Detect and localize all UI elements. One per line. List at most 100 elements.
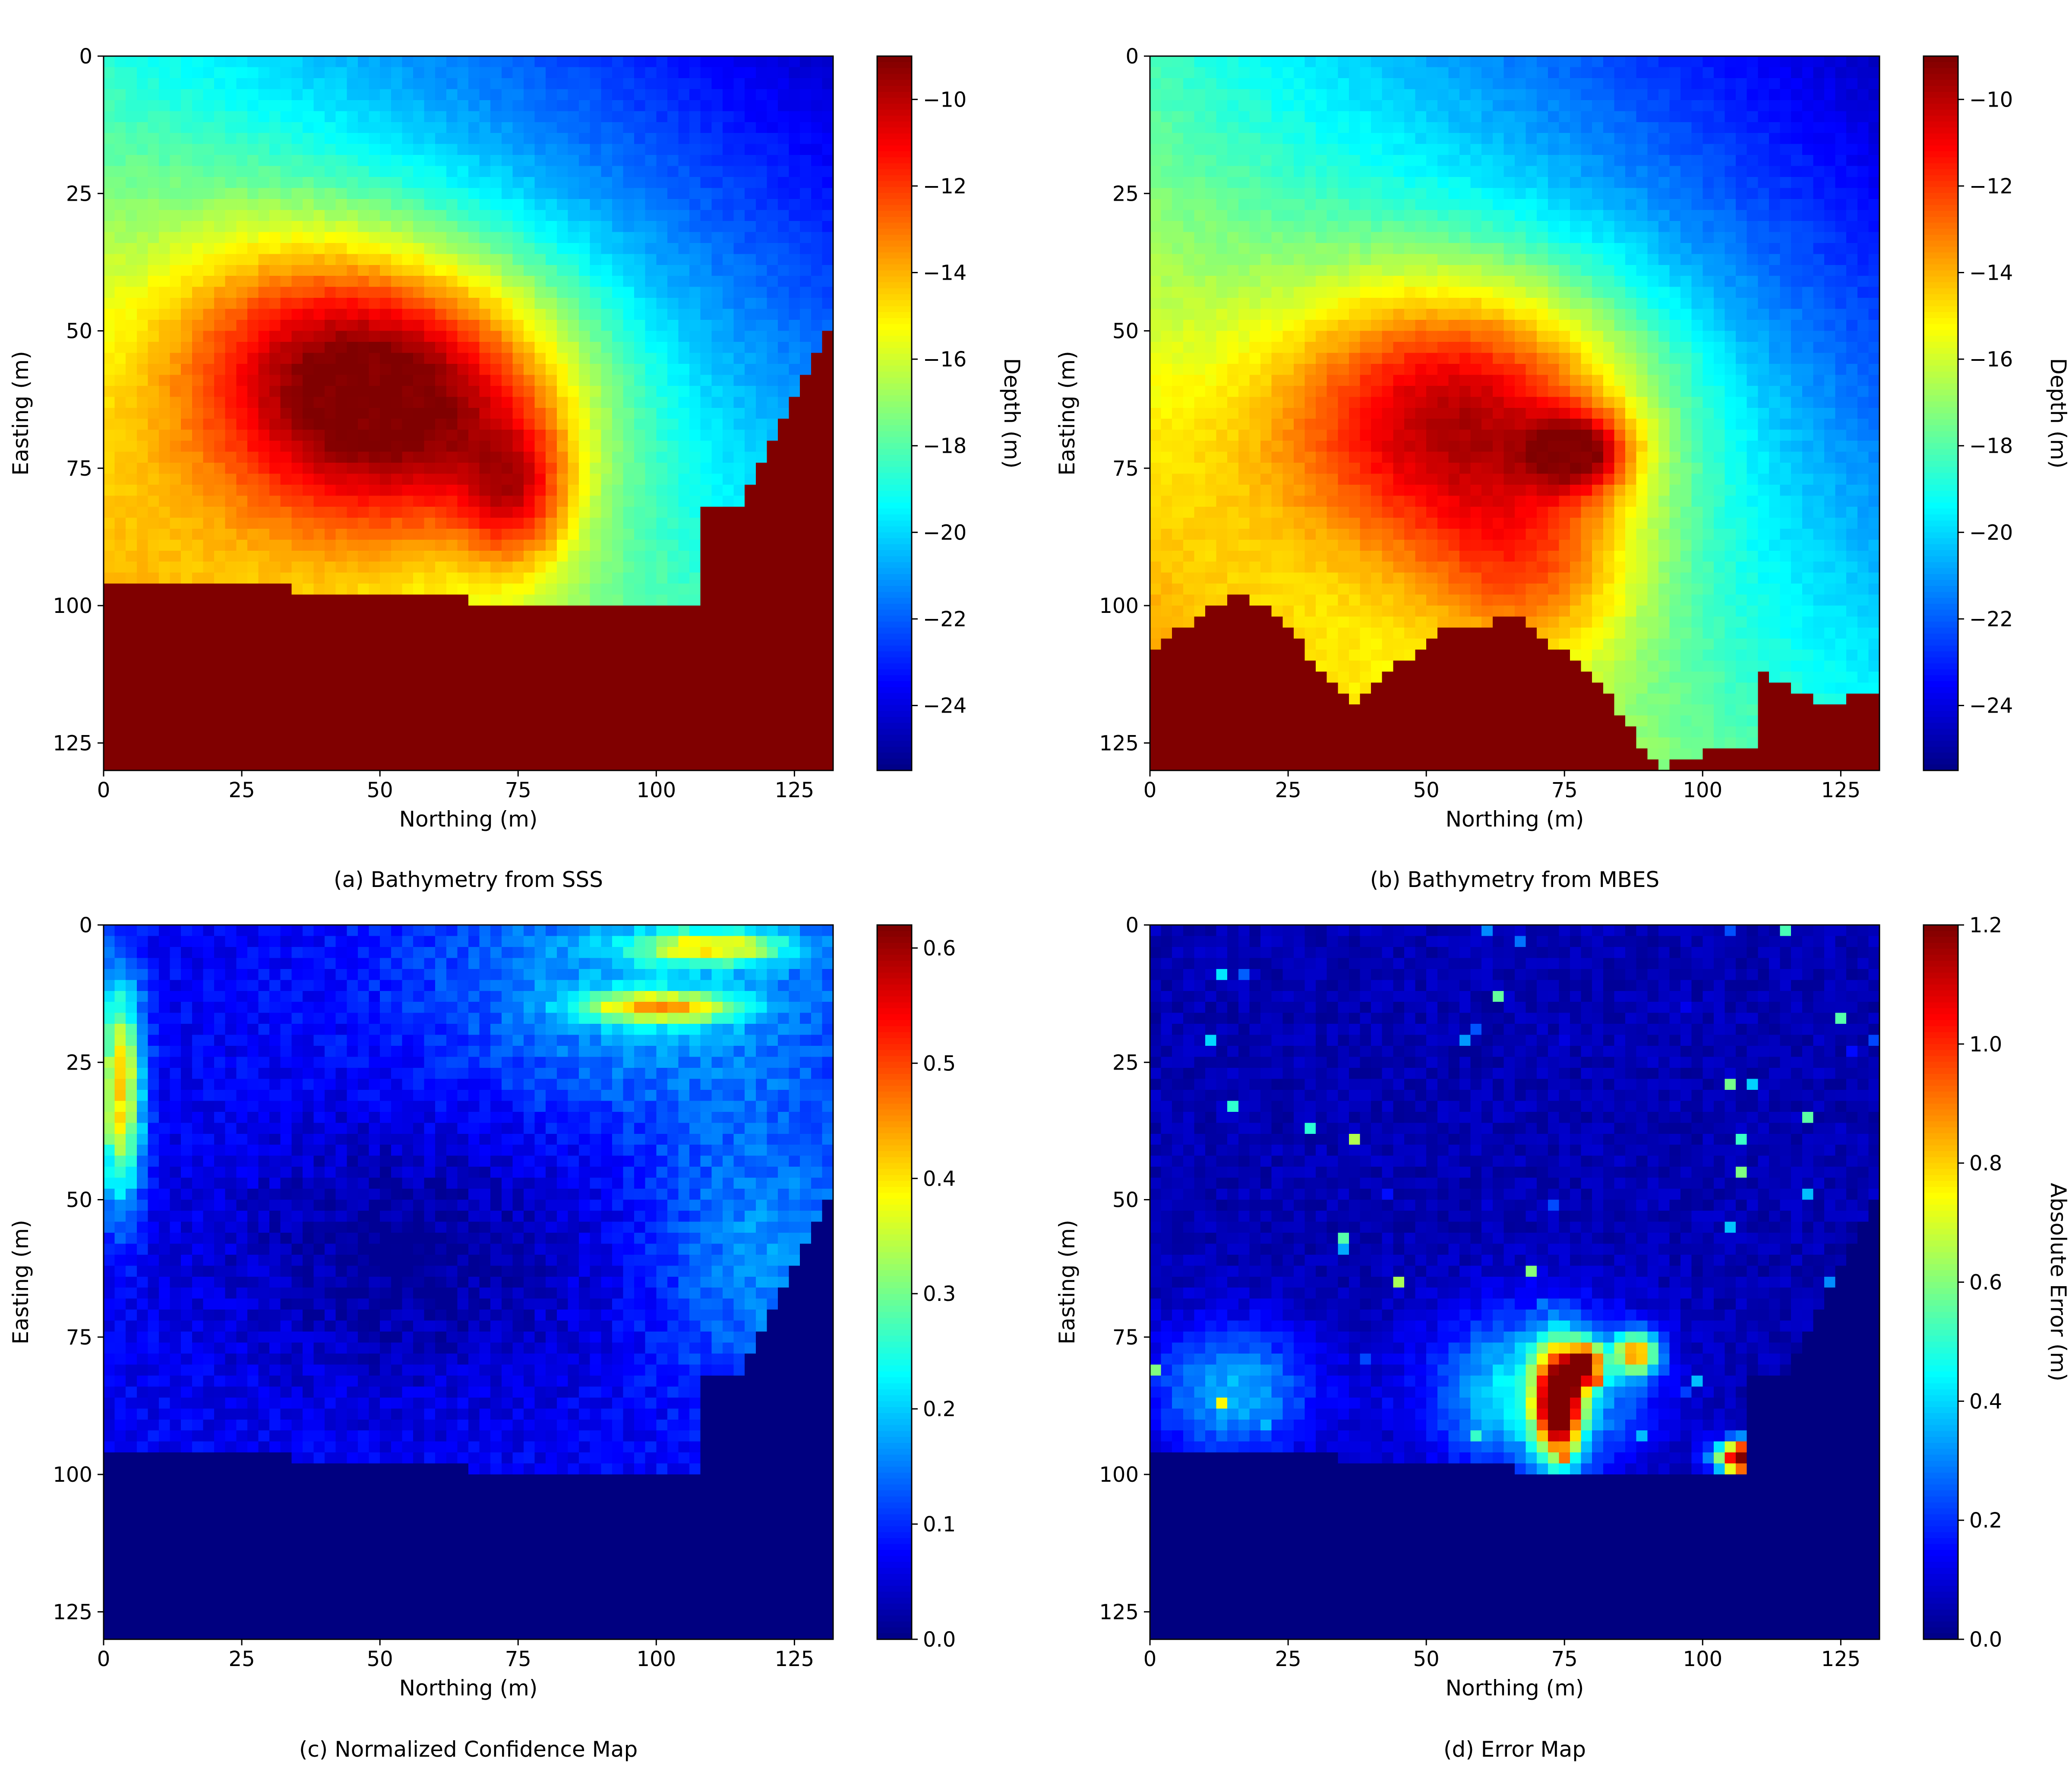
heatmap-cell <box>811 419 822 430</box>
heatmap-cell <box>413 485 424 496</box>
heatmap-cell <box>568 287 579 298</box>
heatmap-cell <box>457 386 468 397</box>
heatmap-cell <box>667 529 679 540</box>
heatmap-cell <box>579 452 590 463</box>
heatmap-cell <box>601 595 612 606</box>
heatmap-cell <box>247 430 259 441</box>
heatmap-cell <box>590 463 601 474</box>
heatmap-cell <box>446 276 458 287</box>
heatmap-cell <box>225 694 237 705</box>
heatmap-cell <box>789 704 800 716</box>
heatmap-cell <box>1172 430 1183 441</box>
heatmap-cell <box>468 111 480 122</box>
heatmap-cell <box>358 408 369 419</box>
heatmap-cell <box>1183 639 1194 650</box>
heatmap-cell <box>778 265 789 276</box>
heatmap-cell <box>512 595 524 606</box>
heatmap-cell <box>1150 738 1161 749</box>
heatmap-cell <box>435 276 446 287</box>
heatmap-cell <box>756 133 767 144</box>
heatmap-cell <box>159 595 170 606</box>
heatmap-cell <box>446 155 458 166</box>
heatmap-cell <box>745 529 756 540</box>
heatmap-cell <box>413 276 424 287</box>
heatmap-cell <box>745 738 756 749</box>
heatmap-cell <box>468 606 480 617</box>
heatmap-cell <box>756 243 767 254</box>
heatmap-cell <box>181 210 192 221</box>
heatmap-cell <box>502 748 513 760</box>
heatmap-cell <box>1150 694 1161 705</box>
heatmap-cell <box>391 353 402 364</box>
heatmap-cell <box>303 748 314 760</box>
heatmap-cell <box>325 704 336 716</box>
heatmap-cell <box>325 496 336 507</box>
heatmap-cell <box>137 397 148 408</box>
heatmap-cell <box>822 89 833 100</box>
heatmap-cell <box>325 573 336 584</box>
heatmap-cell <box>734 320 745 331</box>
heatmap-cell <box>170 726 181 738</box>
heatmap-cell <box>247 760 259 771</box>
heatmap-cell <box>424 430 436 441</box>
heatmap-cell <box>281 606 292 617</box>
heatmap-cell <box>402 507 413 518</box>
heatmap-cell <box>1194 738 1205 749</box>
heatmap-cell <box>159 441 170 452</box>
heatmap-cell <box>1216 276 1228 287</box>
heatmap-cell <box>767 518 778 529</box>
heatmap-cell <box>391 232 402 243</box>
colorbar-step <box>877 669 912 676</box>
heatmap-cell <box>446 254 458 265</box>
heatmap-cell <box>502 660 513 672</box>
heatmap-cell <box>756 408 767 419</box>
heatmap-cell <box>236 177 247 188</box>
heatmap-cell <box>281 628 292 639</box>
colorbar-step <box>877 163 912 170</box>
heatmap-cell <box>524 210 535 221</box>
heatmap-cell <box>502 738 513 749</box>
heatmap-cell <box>325 56 336 67</box>
heatmap-cell <box>126 56 137 67</box>
heatmap-cell <box>214 287 225 298</box>
heatmap-cell <box>369 540 380 551</box>
heatmap-cell <box>269 639 281 650</box>
heatmap-cell <box>524 353 535 364</box>
heatmap-cell <box>811 397 822 408</box>
heatmap-cell <box>789 67 800 79</box>
heatmap-cell <box>1150 748 1161 760</box>
colorbar-step <box>877 74 912 80</box>
heatmap-cell <box>214 430 225 441</box>
heatmap-cell <box>170 397 181 408</box>
heatmap-cell <box>314 617 325 628</box>
heatmap-cell <box>756 419 767 430</box>
heatmap-cell <box>822 265 833 276</box>
heatmap-cell <box>170 276 181 287</box>
heatmap-cell <box>601 111 612 122</box>
heatmap-cell <box>358 551 369 562</box>
heatmap-cell <box>800 507 811 518</box>
heatmap-cell <box>391 650 402 661</box>
heatmap-cell <box>612 232 623 243</box>
heatmap-cell <box>457 748 468 760</box>
heatmap-cell <box>358 331 369 342</box>
heatmap-cell <box>689 540 701 551</box>
heatmap-cell <box>281 331 292 342</box>
heatmap-cell <box>369 155 380 166</box>
heatmap-cell <box>645 507 657 518</box>
heatmap-cell <box>656 166 667 177</box>
heatmap-cell <box>1183 551 1194 562</box>
heatmap-cell <box>535 232 546 243</box>
heatmap-cell <box>358 144 369 155</box>
heatmap-cell <box>126 232 137 243</box>
heatmap-cell <box>789 144 800 155</box>
heatmap-cell <box>1216 573 1228 584</box>
heatmap-cell <box>468 748 480 760</box>
heatmap-cell <box>623 375 635 386</box>
heatmap-cell <box>192 694 203 705</box>
heatmap-cell <box>579 430 590 441</box>
heatmap-cell <box>579 254 590 265</box>
heatmap-cell <box>512 485 524 496</box>
heatmap-cell <box>170 694 181 705</box>
